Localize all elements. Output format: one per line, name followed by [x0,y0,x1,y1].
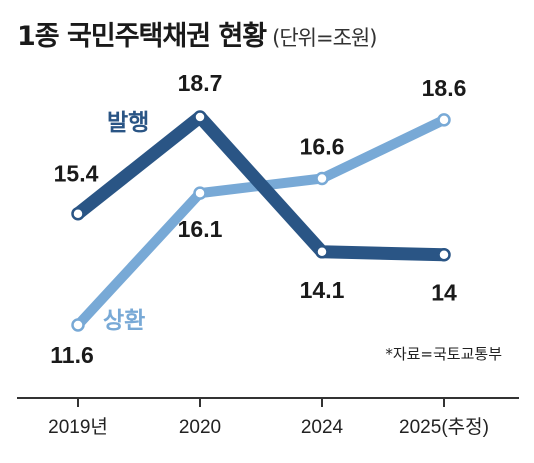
point-issuance-2 [315,245,329,259]
data-labels: 15.4 18.7 14.1 14 11.6 16.1 16.6 18.6 [50,70,466,368]
x-tick-label-2: 2024 [301,417,344,438]
data-label-redemption-0: 11.6 [50,342,94,368]
unit-label: (단위=조원) [272,26,377,50]
point-issuance-0 [71,206,85,221]
x-tick-label-1: 2020 [179,417,221,438]
series-points [71,110,451,332]
point-issuance-1 [193,110,207,124]
series-label-issuance: 발행 [107,110,149,136]
x-tick-label-3: 2025(추정) [399,416,489,438]
data-label-issuance-2: 14.1 [300,277,345,303]
source-note: *자료=국토교통부 [385,345,502,363]
chart-title-block: 1종 국민주택채권 현황 (단위=조원) [17,14,377,53]
series-label-redemption: 상환 [103,308,145,334]
data-label-issuance-1: 18.7 [178,70,223,96]
series-line-issuance [71,110,451,262]
data-label-redemption-2: 16.6 [300,134,345,160]
data-label-issuance-3: 14 [431,280,457,306]
point-redemption-2 [315,171,329,186]
chart-title: 1종 국민주택채권 현황 [17,21,267,52]
series-line-redemption [73,114,449,330]
series-lines [71,110,451,330]
x-tick-label-0: 2019년 [48,416,108,438]
data-label-redemption-3: 18.6 [422,75,467,101]
point-redemption-1 [193,186,207,200]
data-label-redemption-1: 16.1 [178,216,223,242]
point-issuance-3 [437,247,451,262]
data-label-issuance-0: 15.4 [54,161,99,187]
point-redemption-3 [437,113,451,127]
x-axis-ticks: 2019년 2020 2024 2025(추정) [48,398,489,438]
point-redemption-0 [71,318,85,332]
